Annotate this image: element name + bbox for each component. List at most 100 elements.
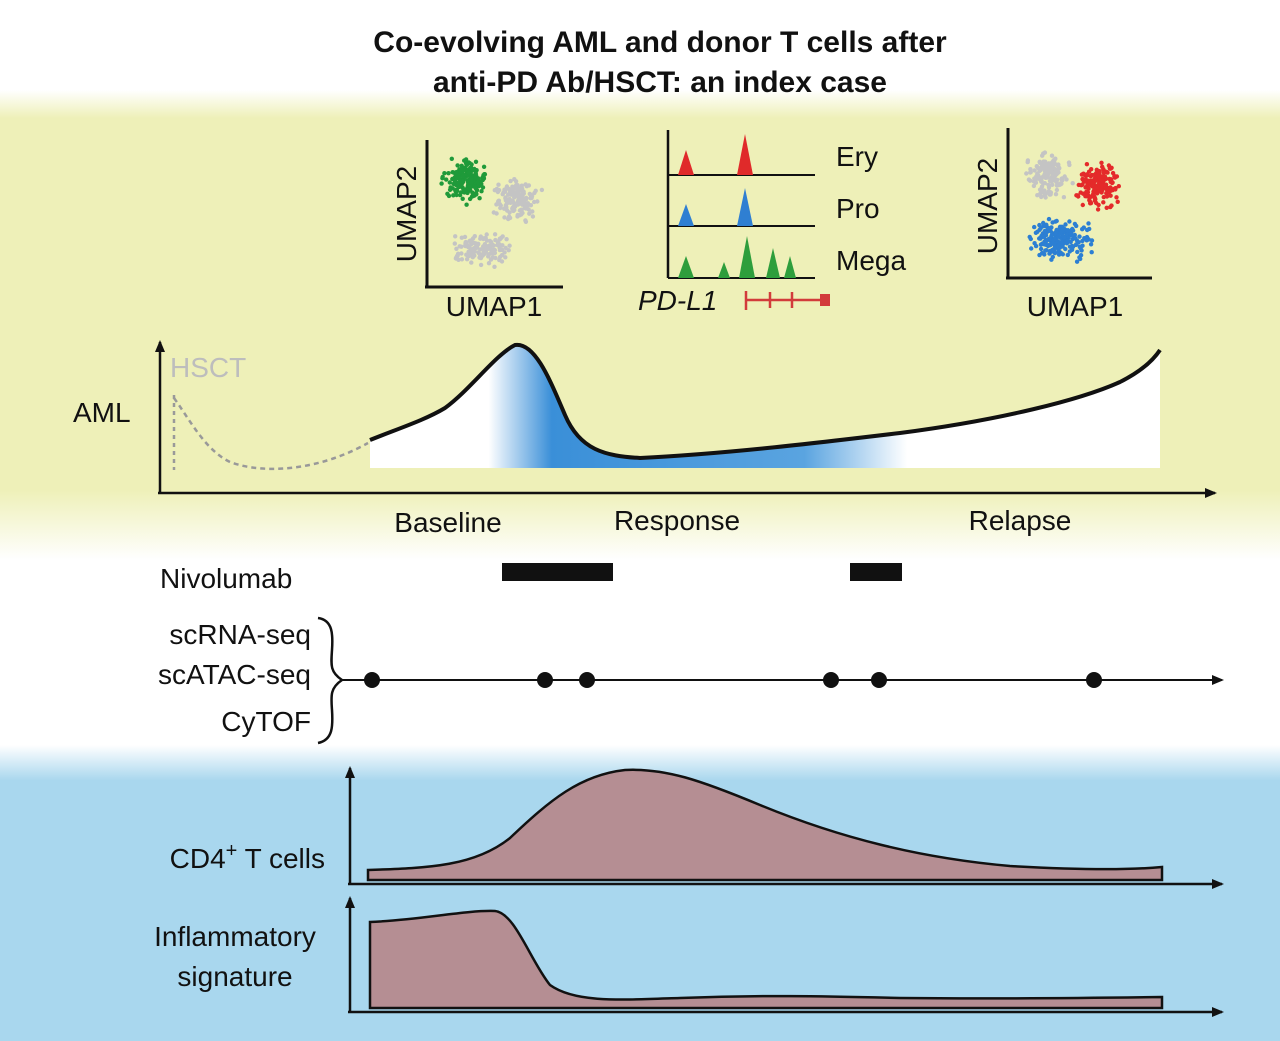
umap-left-point-gray (517, 187, 523, 193)
umap-right-y-label: UMAP2 (972, 158, 1003, 254)
umap-right-panel: UMAP2 UMAP1 (972, 128, 1152, 322)
umap-right-point-red (1110, 170, 1116, 176)
umap-right-point-blue (1050, 241, 1056, 246)
umap-right-point-gray (1037, 159, 1042, 164)
assay-label-scatac: scATAC-seq (158, 659, 311, 690)
umap-left-point-green (481, 176, 486, 181)
umap-left-point-green (439, 181, 444, 186)
sample-point-5 (871, 672, 887, 688)
umap-right-point-gray (1049, 153, 1055, 158)
ery-peak-1 (678, 150, 694, 175)
umap-left-point-gray (533, 188, 538, 193)
umap-left-point-gray (486, 254, 491, 259)
umap-right-point-blue (1080, 238, 1085, 244)
umap-right-point-blue (1072, 221, 1078, 227)
assays-row: scRNA-seq scATAC-seq CyTOF (158, 616, 1224, 745)
umap-right-point-blue (1067, 219, 1072, 224)
umap-right-point-gray (1050, 182, 1055, 187)
umap-left-point-gray (492, 247, 497, 253)
umap-right-point-gray (1056, 170, 1061, 175)
umap-right-point-gray (1043, 167, 1048, 172)
umap-right-point-blue (1045, 243, 1051, 249)
umap-left-panel: UMAP2 UMAP1 (391, 140, 563, 322)
umap-left-point-gray (503, 245, 508, 251)
umap-right-point-gray (1061, 195, 1067, 200)
umap-right-point-blue (1046, 216, 1052, 222)
umap-left-point-gray (452, 241, 457, 246)
umap-left-point-gray (492, 264, 497, 269)
umap-right-point-gray (1041, 160, 1047, 165)
umap-left-point-green (473, 159, 479, 164)
umap-right-point-blue (1054, 218, 1059, 224)
umap-right-point-gray (1034, 164, 1040, 169)
umap-left-point-gray (470, 236, 476, 241)
umap-right-point-red (1084, 162, 1090, 167)
umap-right-point-blue (1065, 252, 1071, 258)
umap-left-point-gray (504, 237, 509, 242)
aml-burden-area (370, 344, 1160, 468)
inflammatory-label-line2: signature (177, 961, 292, 992)
umap-left-point-gray (515, 214, 520, 219)
umap-right-point-gray (1060, 178, 1065, 183)
umap-right-point-blue (1050, 247, 1055, 253)
umap-right-point-red (1076, 182, 1082, 188)
umap-right-point-blue (1027, 234, 1032, 240)
umap-left-point-green (453, 188, 458, 193)
umap-right-point-red (1085, 194, 1090, 199)
umap-right-point-gray (1041, 151, 1046, 156)
sample-point-3 (579, 672, 595, 688)
umap-left-point-gray (528, 203, 534, 208)
umap-right-point-red (1086, 178, 1092, 183)
aml-panel: AML HSCT Baseline Response Relapse (73, 340, 1217, 538)
umap-left-point-green (474, 192, 479, 197)
umap-right-x-label: UMAP1 (1027, 291, 1123, 322)
umap-left-point-green (468, 165, 474, 170)
umap-right-point-blue (1065, 228, 1071, 233)
umap-left-point-gray (484, 232, 489, 237)
umap-left-point-gray (523, 218, 528, 223)
umap-right-point-gray (1052, 158, 1057, 163)
figure-title-line2: anti-PD Ab/HSCT: an index case (433, 66, 887, 99)
umap-left-point-gray (497, 247, 503, 253)
umap-left-point-green (475, 179, 481, 184)
hsct-label: HSCT (170, 352, 246, 383)
mega-peak-1 (678, 256, 694, 278)
umap-right-point-red (1088, 201, 1093, 206)
umap-left-y-label: UMAP2 (391, 166, 422, 262)
umap-left-point-gray (492, 232, 498, 237)
umap-right-point-blue (1062, 235, 1067, 240)
umap-left-point-gray (495, 240, 501, 245)
umap-right-point-blue (1042, 252, 1047, 257)
umap-right-point-blue (1037, 222, 1042, 228)
umap-right-point-gray (1032, 168, 1037, 173)
umap-right-point-blue (1056, 243, 1062, 248)
inflammatory-panel: Inflammatory signature (154, 896, 1224, 1017)
umap-right-point-red (1100, 178, 1105, 183)
umap-right-point-blue (1078, 256, 1083, 262)
umap-right-point-blue (1044, 248, 1049, 253)
umap-right-point-blue (1041, 224, 1046, 229)
umap-right-point-gray (1042, 181, 1048, 186)
umap-left-point-gray (454, 253, 460, 259)
umap-right-point-blue (1049, 225, 1054, 230)
umap-right-point-red (1089, 167, 1094, 172)
umap-right-point-gray (1025, 159, 1030, 165)
umap-right-point-gray (1046, 189, 1052, 194)
umap-left-point-gray (517, 208, 523, 213)
umap-right-scatter (1024, 150, 1122, 264)
umap-left-point-green (464, 162, 469, 167)
umap-left-point-green (467, 196, 473, 202)
nivolumab-label: Nivolumab (160, 563, 292, 594)
umap-right-point-gray (1035, 171, 1040, 176)
umap-left-point-gray (490, 242, 495, 247)
umap-right-point-gray (1050, 170, 1055, 176)
umap-right-point-blue (1060, 244, 1065, 249)
umap-left-point-green (442, 171, 447, 176)
umap-left-point-gray (525, 201, 530, 206)
umap-left-point-gray (464, 257, 470, 262)
umap-right-point-blue (1040, 241, 1045, 246)
umap-right-point-gray (1054, 183, 1060, 188)
mega-peak-4 (766, 248, 780, 278)
umap-right-point-blue (1064, 241, 1070, 246)
